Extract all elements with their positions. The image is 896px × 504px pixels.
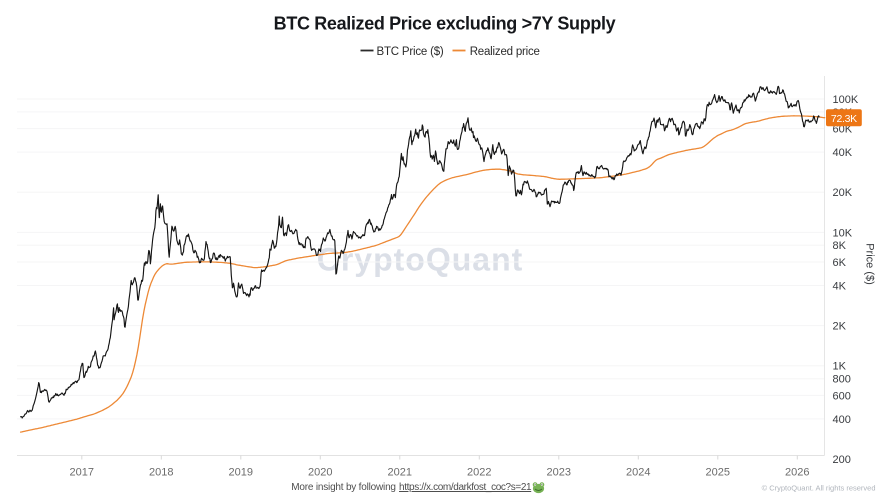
svg-text:8K: 8K [833, 240, 847, 252]
svg-text:400: 400 [833, 414, 851, 426]
svg-text:2021: 2021 [388, 467, 412, 479]
svg-text:2024: 2024 [626, 467, 650, 479]
svg-text:4K: 4K [833, 280, 847, 292]
svg-text:72.3K: 72.3K [831, 113, 857, 125]
svg-text:10K: 10K [833, 227, 853, 239]
svg-text:1K: 1K [833, 361, 847, 373]
svg-text:2026: 2026 [785, 467, 809, 479]
svg-text:60K: 60K [833, 124, 853, 136]
svg-text:6K: 6K [833, 257, 847, 269]
svg-text:BTC Price ($): BTC Price ($) [377, 46, 444, 58]
svg-text:2018: 2018 [149, 467, 173, 479]
svg-text:More insight by following: More insight by following [291, 482, 396, 493]
svg-text:2019: 2019 [229, 467, 253, 479]
svg-text:2025: 2025 [706, 467, 730, 479]
svg-text:600: 600 [833, 390, 851, 402]
svg-text:CryptoQuant: CryptoQuant [317, 242, 524, 278]
svg-text:200: 200 [833, 454, 851, 466]
svg-text:2022: 2022 [467, 467, 491, 479]
svg-text:2017: 2017 [70, 467, 94, 479]
svg-text:40K: 40K [833, 147, 853, 159]
svg-text:https://x.com/darkfost_coc?s=2: https://x.com/darkfost_coc?s=21 [399, 482, 532, 493]
svg-text:BTC Realized Price excluding >: BTC Realized Price excluding >7Y Supply [274, 14, 616, 34]
svg-text:Price ($): Price ($) [864, 243, 876, 285]
svg-text:Realized price: Realized price [470, 46, 540, 58]
svg-text:© CryptoQuant. All rights rese: © CryptoQuant. All rights reserved [762, 484, 876, 493]
svg-text:20K: 20K [833, 187, 853, 199]
svg-text:2023: 2023 [547, 467, 571, 479]
svg-text:100K: 100K [833, 94, 859, 106]
svg-text:800: 800 [833, 374, 851, 386]
svg-text:2K: 2K [833, 321, 847, 333]
svg-text:2020: 2020 [308, 467, 332, 479]
